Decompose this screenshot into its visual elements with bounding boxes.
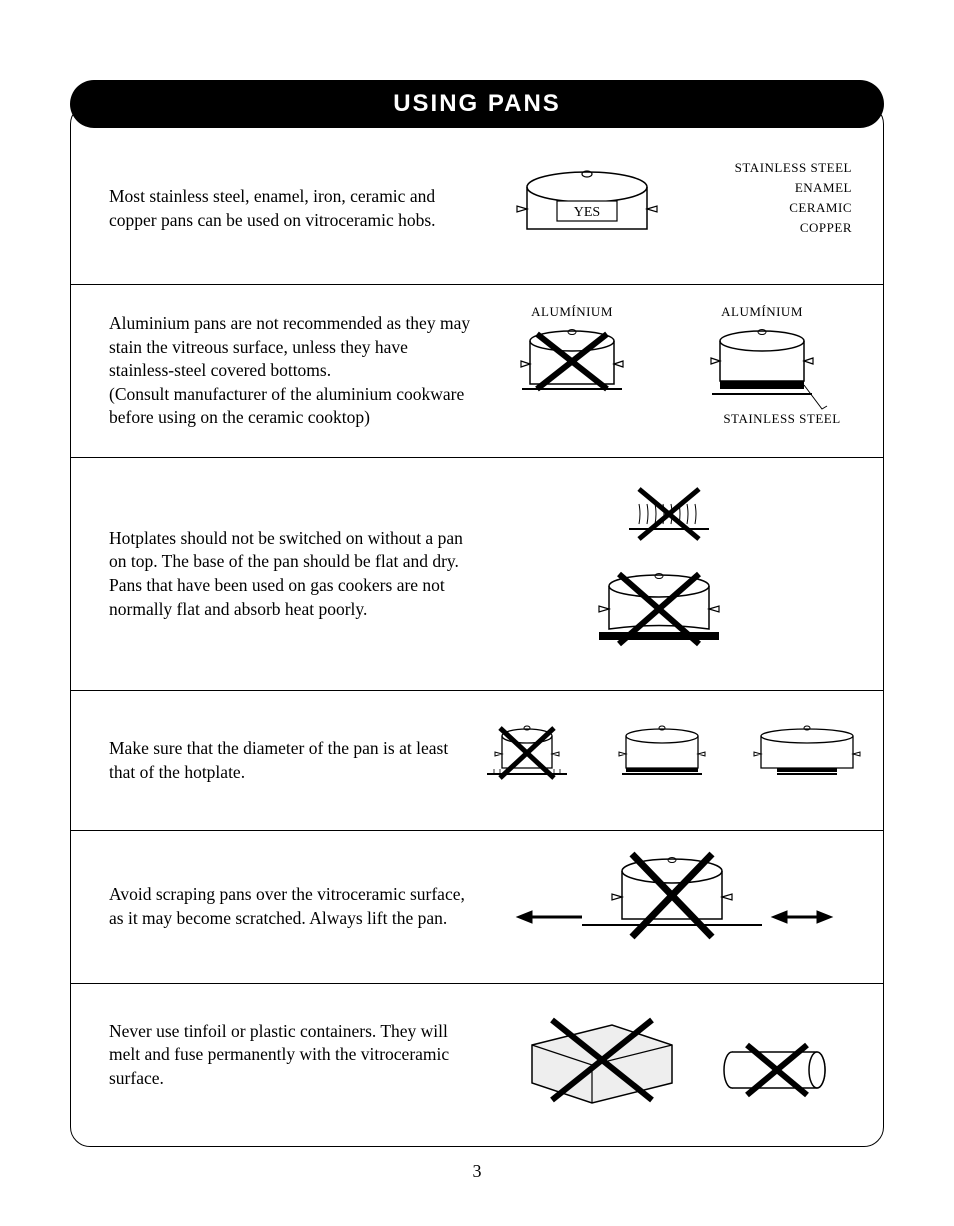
section-graphic-6	[482, 1000, 862, 1110]
yes-pot-diagram: YES STAINLESS STEEL ENAMEL CERAMIC COPPE…	[482, 154, 862, 264]
tinfoil-diagram	[482, 1000, 862, 1110]
section-graphic-1: YES STAINLESS STEEL ENAMEL CERAMIC COPPE…	[482, 154, 862, 264]
section-tinfoil: Never use tinfoil or plastic containers.…	[71, 984, 883, 1126]
section-text: Hotplates should not be switched on with…	[109, 527, 482, 622]
scraping-diagram	[482, 847, 862, 967]
material-label-3: CERAMIC	[789, 200, 852, 215]
section-graphic-2: ALUMÍNIUM ALUMÍNIUM	[482, 301, 862, 441]
yes-label: YES	[574, 205, 600, 220]
alu-label-right: ALUMÍNIUM	[721, 304, 803, 319]
section-text: Never use tinfoil or plastic containers.…	[109, 1020, 482, 1091]
section-text: Most stainless steel, enamel, iron, cera…	[109, 185, 482, 232]
material-label-4: COPPER	[800, 220, 852, 235]
material-label-1: STAINLESS STEEL	[735, 160, 852, 175]
hotplate-diagram	[519, 474, 819, 674]
section-text: Make sure that the diameter of the pan i…	[109, 737, 482, 784]
page-title: USING PANS	[393, 90, 561, 117]
section-hotplates: Hotplates should not be switched on with…	[71, 458, 883, 691]
section-scraping: Avoid scraping pans over the vitrocerami…	[71, 831, 883, 984]
alu-label-left: ALUMÍNIUM	[531, 304, 613, 319]
section-graphic-4	[482, 711, 882, 811]
section-diameter: Make sure that the diameter of the pan i…	[71, 691, 883, 831]
aluminium-diagram: ALUMÍNIUM ALUMÍNIUM	[482, 301, 862, 441]
material-label-2: ENAMEL	[795, 180, 852, 195]
steel-label: STAINLESS STEEL	[723, 411, 840, 426]
page-number: 3	[70, 1161, 884, 1182]
diameter-diagram	[482, 711, 882, 811]
page-title-banner: USING PANS	[70, 80, 884, 128]
section-materials: Most stainless steel, enamel, iron, cera…	[71, 145, 883, 285]
section-graphic-5	[482, 847, 862, 967]
content-box: Most stainless steel, enamel, iron, cera…	[70, 104, 884, 1147]
section-graphic-3	[482, 474, 855, 674]
section-text: Avoid scraping pans over the vitrocerami…	[109, 883, 482, 930]
section-aluminium: Aluminium pans are not recommended as th…	[71, 285, 883, 458]
section-text: Aluminium pans are not recommended as th…	[109, 312, 482, 430]
